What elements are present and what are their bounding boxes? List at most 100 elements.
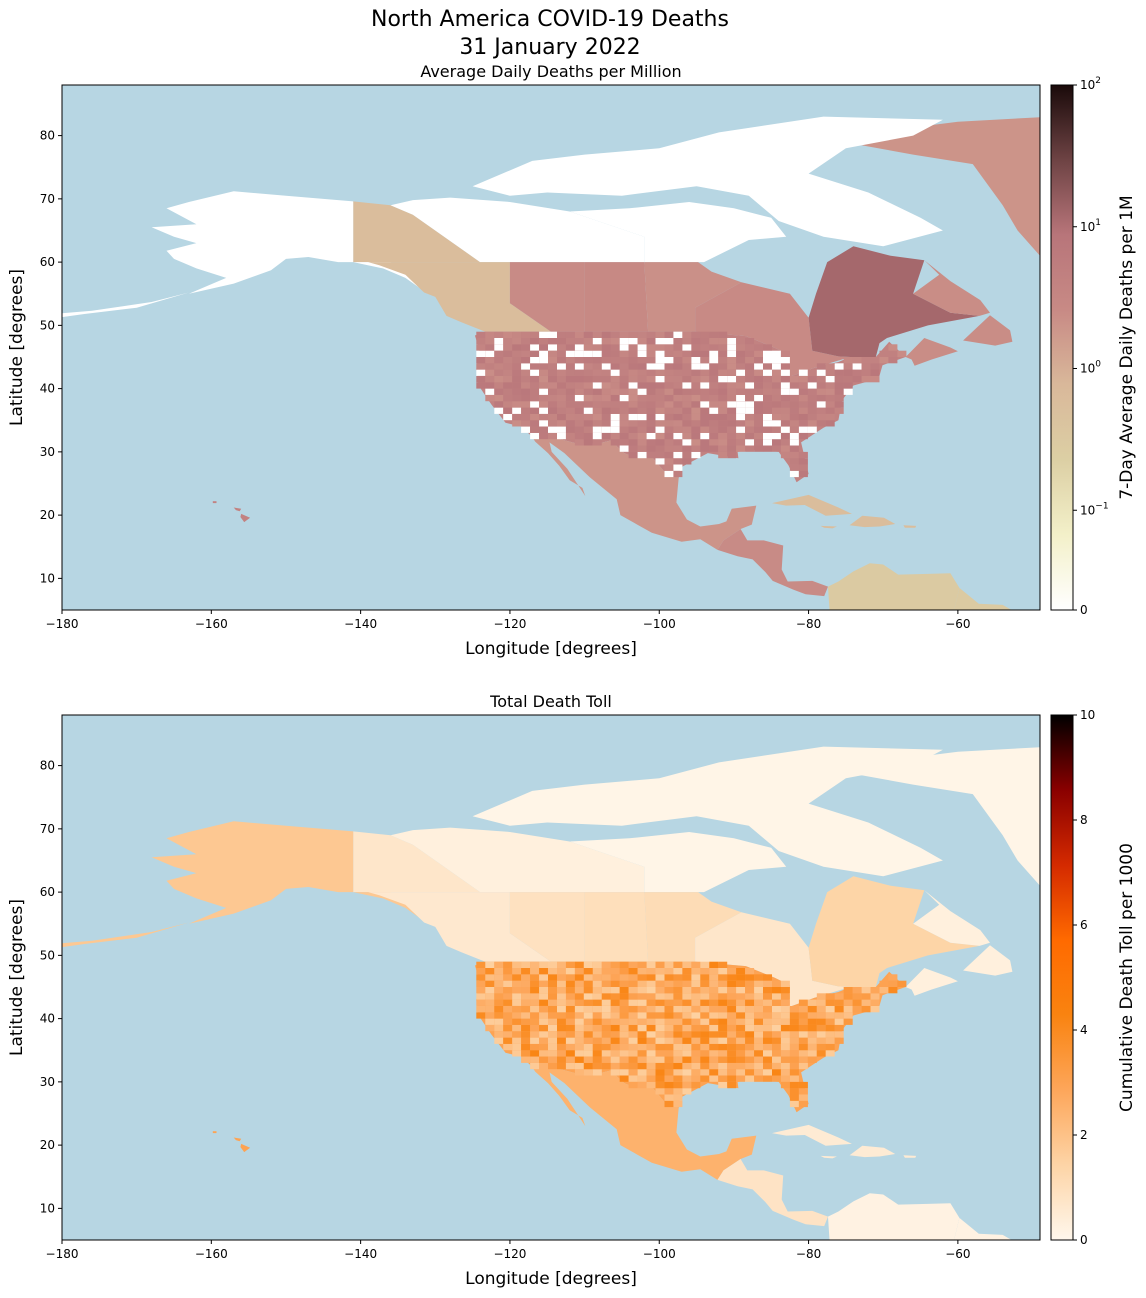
county-cell: [745, 1069, 755, 1076]
county-cell: [789, 1037, 799, 1044]
county-cell: [503, 968, 513, 975]
county-cell: [646, 350, 656, 357]
county-cell: [736, 394, 746, 402]
county-cell: [521, 376, 531, 383]
county-cell: [485, 980, 495, 987]
county-cell: [718, 426, 728, 433]
region-maui: [233, 507, 242, 512]
county-cell: [637, 376, 647, 383]
county-cell: [718, 1081, 728, 1089]
region-hawaii: [212, 1131, 217, 1134]
county-cell: [664, 987, 674, 994]
county-cell: [646, 1031, 656, 1038]
county-cell: [503, 382, 513, 389]
county-cell: [628, 426, 638, 433]
region-aleutians: [62, 922, 189, 948]
county-cell: [754, 1069, 764, 1076]
county-cell: [718, 1012, 728, 1019]
county-cell: [574, 1069, 584, 1076]
county-cell: [754, 1050, 764, 1057]
county-cell: [763, 974, 772, 981]
county-cell: [682, 1018, 692, 1025]
county-cell: [843, 999, 853, 1006]
county-cell: [673, 439, 683, 446]
county-cell: [557, 1012, 566, 1019]
county-cell: [637, 350, 647, 357]
county-cell: [745, 439, 755, 446]
county-cell: [682, 1037, 692, 1044]
county-cell: [798, 1043, 808, 1051]
county-cell: [485, 987, 495, 994]
county-cell: [565, 1056, 575, 1063]
county-cell: [691, 1031, 701, 1038]
county-cell: [736, 382, 746, 389]
region-maritimes: [905, 968, 958, 996]
county-cell: [521, 420, 531, 427]
county-cell: [727, 413, 737, 421]
county-cell: [691, 401, 701, 408]
county-cell: [718, 968, 728, 975]
county-cell: [646, 413, 656, 421]
county-cell: [592, 1056, 602, 1063]
county-cell: [628, 968, 638, 975]
county-cell: [798, 1062, 808, 1070]
county-cell: [780, 376, 790, 383]
county-cell: [601, 388, 611, 395]
county-cell: [700, 980, 710, 987]
county-cell: [548, 1062, 557, 1070]
county-cell: [700, 445, 710, 452]
county-cell: [754, 987, 764, 994]
x-axis-label: Longitude [degrees]: [465, 639, 637, 659]
county-cell: [574, 369, 584, 376]
county-cell: [485, 993, 495, 1000]
county-cell: [682, 1075, 692, 1082]
county-cell: [700, 993, 710, 1000]
county-cell: [843, 388, 853, 395]
county-cell: [655, 338, 665, 345]
county-cell: [637, 980, 647, 987]
county-cell: [601, 357, 611, 364]
figure-title-line1: North America COVID-19 Deaths: [371, 7, 729, 32]
county-cell: [691, 439, 701, 446]
county-cell: [816, 363, 826, 370]
county-cell: [548, 1018, 557, 1025]
county-cell: [789, 1088, 799, 1095]
county-cell: [745, 1075, 755, 1082]
county-cell: [557, 350, 566, 357]
county-cell: [583, 344, 593, 351]
county-cell: [476, 363, 486, 370]
county-cell: [673, 1088, 683, 1095]
county-cell: [601, 980, 611, 987]
daily-deaths-map-panel: −180 −160 −140 −120 −100 −80 −6010203040506070…: [7, 76, 1137, 659]
county-cell: [763, 426, 772, 433]
county-cell: [485, 369, 495, 376]
county-cell: [745, 1018, 755, 1025]
county-cell: [843, 357, 853, 364]
county-cell: [870, 376, 880, 383]
county-cell: [655, 388, 665, 395]
county-cell: [691, 974, 701, 981]
county-cell: [736, 1062, 746, 1070]
county-cell: [565, 357, 575, 364]
county-cell: [574, 1037, 584, 1044]
county-cell: [700, 439, 710, 446]
county-cell: [655, 1043, 665, 1051]
county-cell: [583, 974, 593, 981]
county-cell: [476, 974, 486, 981]
county-cell: [521, 1031, 531, 1038]
county-cell: [476, 369, 486, 376]
county-cell: [512, 376, 522, 383]
county-cell: [476, 350, 486, 357]
county-cell: [601, 1056, 611, 1063]
county-cell: [592, 1050, 602, 1057]
county-cell: [798, 1024, 808, 1032]
county-cell: [754, 382, 764, 389]
county-cell: [673, 999, 683, 1006]
region-nunavut: [569, 832, 787, 893]
county-cell: [637, 451, 647, 459]
county-cell: [772, 426, 781, 433]
county-cell: [539, 961, 549, 968]
county-cell: [736, 376, 746, 383]
county-cell: [601, 432, 611, 440]
county-cell: [655, 331, 665, 338]
